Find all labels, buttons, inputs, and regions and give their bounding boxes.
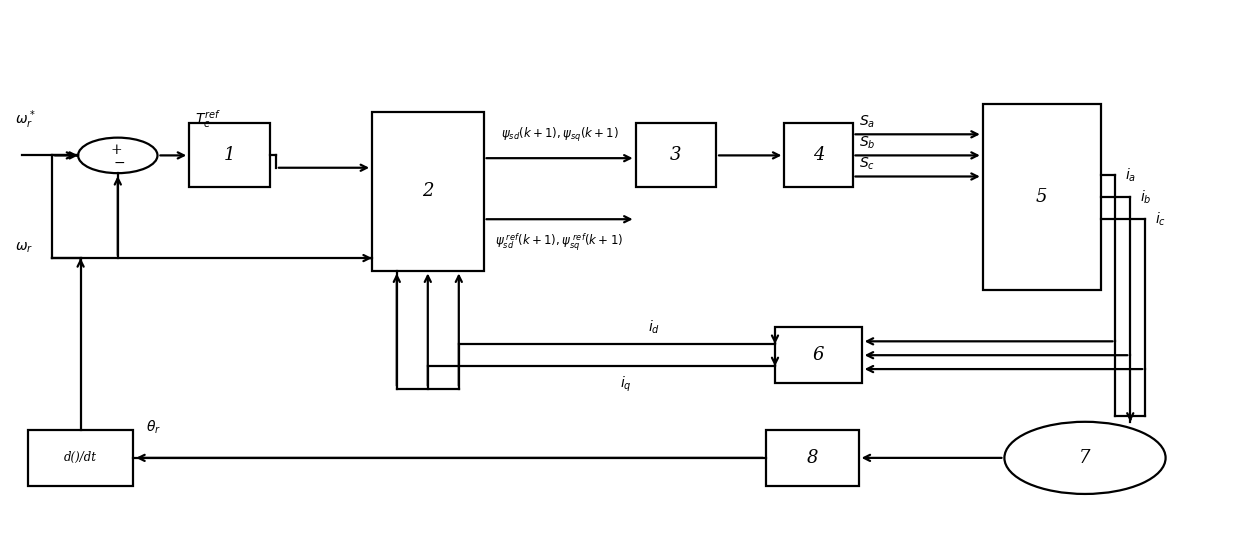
Text: $i_b$: $i_b$ (1141, 188, 1152, 206)
Text: 2: 2 (422, 183, 434, 200)
Bar (766, 430, 858, 486)
Text: $i_a$: $i_a$ (1126, 166, 1137, 184)
Text: 3: 3 (670, 147, 682, 164)
Text: $i_q$: $i_q$ (620, 375, 632, 394)
Bar (636, 124, 717, 188)
Bar (775, 327, 862, 383)
Bar (372, 112, 484, 270)
Bar (785, 124, 853, 188)
Text: $\theta_r$: $\theta_r$ (146, 418, 161, 436)
Text: $S_c$: $S_c$ (858, 155, 874, 172)
Text: 4: 4 (812, 147, 825, 164)
Text: 8: 8 (806, 449, 818, 467)
Text: $i_d$: $i_d$ (649, 319, 660, 336)
Text: $i_c$: $i_c$ (1156, 210, 1166, 228)
Bar (188, 124, 270, 188)
Text: $S_a$: $S_a$ (858, 113, 875, 130)
Text: $T_e^{ref}$: $T_e^{ref}$ (196, 108, 221, 130)
Text: $\psi_{sd}(k+1),\psi_{sq}(k+1)$: $\psi_{sd}(k+1),\psi_{sq}(k+1)$ (501, 127, 619, 144)
Text: $\omega_r$: $\omega_r$ (15, 241, 33, 255)
Text: $S_b$: $S_b$ (858, 134, 875, 151)
Text: $\omega_r^*$: $\omega_r^*$ (15, 108, 36, 130)
Text: d()/dt: d()/dt (64, 451, 97, 465)
Text: 1: 1 (223, 147, 236, 164)
Text: −: − (113, 156, 125, 170)
Text: +: + (110, 143, 123, 157)
Text: 7: 7 (1079, 449, 1091, 467)
Text: $\psi_{sd}^{\ ref}(k+1),\psi_{sq}^{\ ref}(k+1)$: $\psi_{sd}^{\ ref}(k+1),\psi_{sq}^{\ ref… (496, 231, 624, 253)
Bar (982, 104, 1101, 290)
Text: 5: 5 (1035, 188, 1048, 206)
Text: 6: 6 (812, 346, 825, 364)
Bar (27, 430, 134, 486)
